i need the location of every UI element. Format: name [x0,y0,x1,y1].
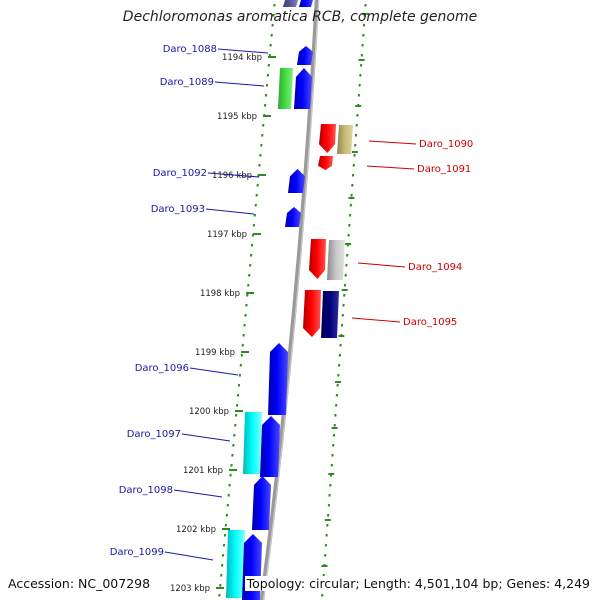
gene-label-daro-1091[interactable]: Daro_1091 [417,164,471,175]
gene-partial[interactable] [283,0,298,7]
gene-label-daro-1093[interactable]: Daro_1093 [151,204,205,215]
gene-label-daro-1089[interactable]: Daro_1089 [160,77,214,88]
gene-label-daro-1099[interactable]: Daro_1099 [110,547,164,558]
backbone-highlight [263,0,319,600]
backbone [259,0,320,600]
scale-tick-label: 1199 kbp [195,348,235,358]
label-leader-daro-1094 [357,262,406,268]
gene-daro-1090[interactable] [319,124,336,153]
label-leader-daro-1099 [164,551,214,561]
gene-daro-1098[interactable] [252,476,271,530]
gene-daro-1089-cog[interactable] [278,68,293,109]
gene-daro-1099-cog[interactable] [226,530,245,598]
gene-label-daro-1094[interactable]: Daro_1094 [408,262,462,273]
label-leader-daro-1093 [205,208,255,215]
gene-daro-1094[interactable] [309,239,326,279]
gene-daro-1091[interactable] [318,156,333,170]
accession-text: Accession: NC_007298 [8,576,151,591]
genome-info: Topology: circular; Length: 4,501,104 bp… [244,576,590,591]
gene-partial[interactable] [299,0,313,7]
gene-label-daro-1090[interactable]: Daro_1090 [419,139,473,150]
gene-label-daro-1088[interactable]: Daro_1088 [163,44,217,55]
gene-daro-1090-cog[interactable] [337,125,353,154]
gene-features[interactable] [226,0,353,600]
topology-text: Topology: circular [246,576,356,591]
scale-tick-label: 1196 kbp [212,171,252,181]
scale-tick-label: 1201 kbp [183,466,223,476]
label-leader-daro-1091 [366,165,415,170]
label-leader-daro-1089 [214,81,265,87]
gene-daro-1096[interactable] [268,343,288,415]
label-leader-daro-1090 [368,140,417,145]
info-separator: ; [498,576,507,591]
scale-tick-label: 1198 kbp [200,289,240,299]
label-leader-daro-1098 [173,489,223,498]
map-title: Dechloromonas aromatica RCB, complete ge… [122,9,478,25]
scale-tick-label: 1202 kbp [176,525,216,535]
gene-daro-1097-cog[interactable] [243,412,262,474]
label-leader-daro-1088 [217,48,269,54]
gene-label-daro-1096[interactable]: Daro_1096 [135,363,189,374]
scale-tick-label: 1195 kbp [217,112,257,122]
scale-ticks: 1194 kbp 1195 kbp 1196 kbp 1197 kbp 1198 kbp… [170,53,276,594]
gene-daro-1092[interactable] [288,169,305,193]
gene-daro-1088[interactable] [297,46,313,65]
ring-dots [218,3,368,597]
gene-daro-1095-cog[interactable] [321,291,339,338]
scale-tick-label: 1197 kbp [207,230,247,240]
gene-label-daro-1098[interactable]: Daro_1098 [119,485,173,496]
gene-label-daro-1095[interactable]: Daro_1095 [403,317,457,328]
label-leader-daro-1092 [207,172,260,178]
label-leader-daro-1097 [181,433,231,442]
label-leader-daro-1096 [189,367,239,376]
gene-daro-1089[interactable] [294,68,312,109]
scale-tick-label: 1200 kbp [189,407,229,417]
backbone-line [259,0,320,600]
gene-daro-1097[interactable] [260,416,280,477]
length-text: Length: 4,501,104 bp [363,576,499,591]
genes-count-text: Genes: 4,249 [506,576,590,591]
gene-daro-1095[interactable] [303,290,321,337]
gene-label-daro-1097[interactable]: Daro_1097 [127,429,181,440]
scale-tick-label: 1194 kbp [222,53,262,63]
info-separator: ; [355,576,364,591]
gene-daro-1093[interactable] [285,207,301,227]
label-leader-daro-1095 [351,317,401,323]
gene-daro-1094-cog[interactable] [327,240,345,280]
gene-labels[interactable]: Daro_1088 Daro_1089 Daro_1090 Daro_1091 Daro… [110,44,474,561]
scale-tick-label: 1203 kbp [170,584,210,594]
gene-label-daro-1092[interactable]: Daro_1092 [153,168,207,179]
